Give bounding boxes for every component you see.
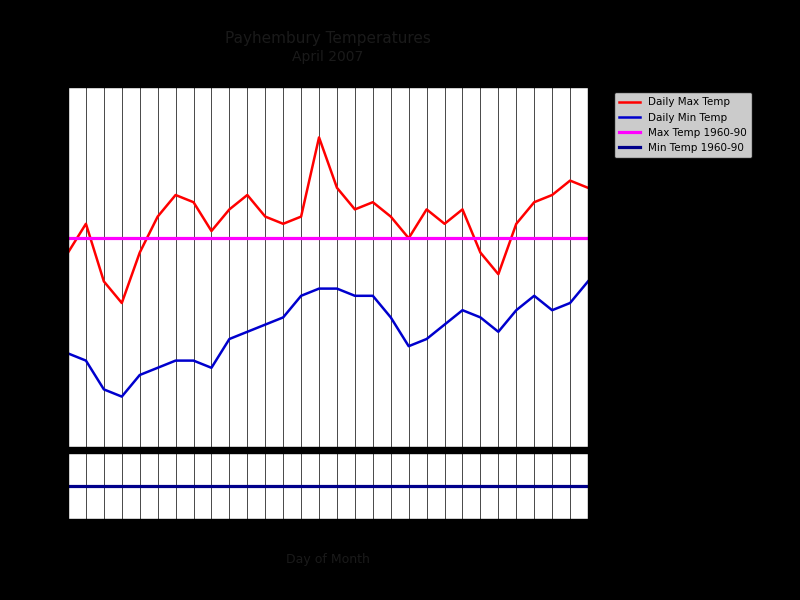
Legend: Daily Max Temp, Daily Min Temp, Max Temp 1960-90, Min Temp 1960-90: Daily Max Temp, Daily Min Temp, Max Temp… xyxy=(614,92,752,158)
Text: Payhembury Temperatures: Payhembury Temperatures xyxy=(225,31,431,46)
Text: April 2007: April 2007 xyxy=(292,50,364,64)
Text: Day of Month: Day of Month xyxy=(286,553,370,566)
